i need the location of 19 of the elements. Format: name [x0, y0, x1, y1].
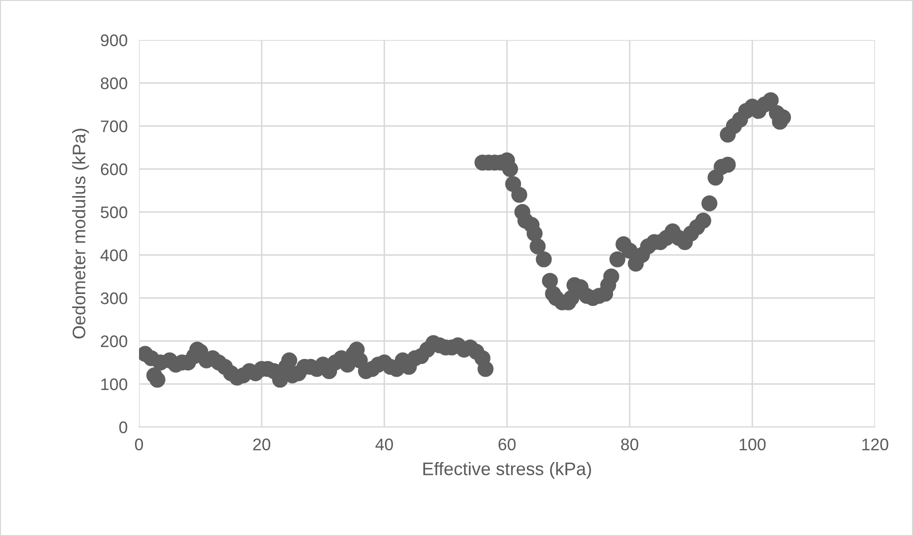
y-tick-label: 600	[100, 163, 128, 176]
x-axis-title: Effective stress (kPa)	[423, 462, 592, 479]
y-tick-label: 200	[100, 335, 128, 348]
y-tick-label: 900	[100, 34, 128, 46]
x-tick-label: 60	[498, 438, 516, 450]
x-tick-label: 40	[375, 438, 393, 450]
x-tick-label: 20	[253, 438, 270, 450]
y-tick-label: 100	[101, 378, 128, 390]
x-tick-label: 100	[740, 438, 766, 450]
y-tick-label: 300	[100, 292, 128, 304]
y-tick-label: 0	[119, 421, 128, 434]
x-tick-label: 120	[862, 438, 888, 450]
x-tick-label: 0	[135, 438, 143, 450]
y-tick-label: 700	[100, 120, 128, 132]
y-tick-label: 400	[100, 249, 128, 262]
x-tick-label: 80	[621, 438, 638, 450]
y-tick-label: 500	[100, 206, 128, 218]
y-axis-title: Oedometer modulus (kPa)	[72, 128, 89, 339]
y-tick-label: 800	[100, 77, 128, 90]
